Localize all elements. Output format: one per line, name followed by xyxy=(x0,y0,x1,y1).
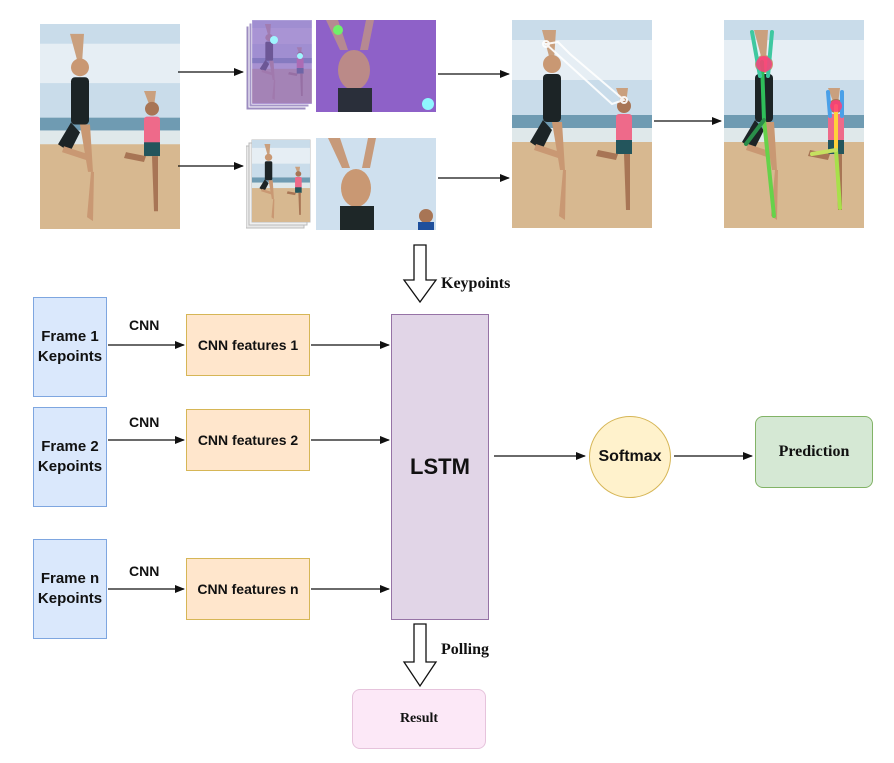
frame-n-line1: Frame n xyxy=(40,570,100,587)
frame-2-box: Frame 2 Kepoints xyxy=(33,407,107,507)
frame-n-box: Frame n Kepoints xyxy=(33,539,107,639)
polling-label: Polling xyxy=(441,641,490,658)
crop-stack-bottom xyxy=(246,138,312,230)
keypoint-image xyxy=(512,20,652,228)
cnn-label-n: CNN xyxy=(129,563,160,579)
crop-zoom-bottom xyxy=(316,138,436,230)
skeleton-image xyxy=(724,20,864,228)
frame-1-box: Frame 1 Kepoints xyxy=(33,297,107,397)
softmax-node: Softmax xyxy=(589,416,671,498)
result-box: Result xyxy=(352,689,486,749)
keypoints-label: Keypoints xyxy=(441,275,511,292)
crop-zoom-top xyxy=(316,20,436,112)
frame-2-line1: Frame 2 xyxy=(41,438,99,455)
lstm-box: LSTM xyxy=(391,314,489,620)
frame-1-line1: Frame 1 xyxy=(41,328,99,345)
keypoints-block-arrow xyxy=(402,244,438,304)
frame-1-line2: Kepoints xyxy=(37,348,103,365)
cnn-features-1-box: CNN features 1 xyxy=(186,314,310,376)
frame-n-line2: Kepoints xyxy=(37,590,103,607)
cnn-label-2: CNN xyxy=(129,414,160,430)
cnn-label-1: CNN xyxy=(129,317,160,333)
frame-2-line2: Kepoints xyxy=(37,458,103,475)
cnn-features-2-box: CNN features 2 xyxy=(186,409,310,471)
prediction-box: Prediction xyxy=(755,416,873,488)
crop-stack-top xyxy=(246,20,312,112)
polling-block-arrow xyxy=(402,623,438,688)
cnn-features-n-box: CNN features n xyxy=(186,558,310,620)
